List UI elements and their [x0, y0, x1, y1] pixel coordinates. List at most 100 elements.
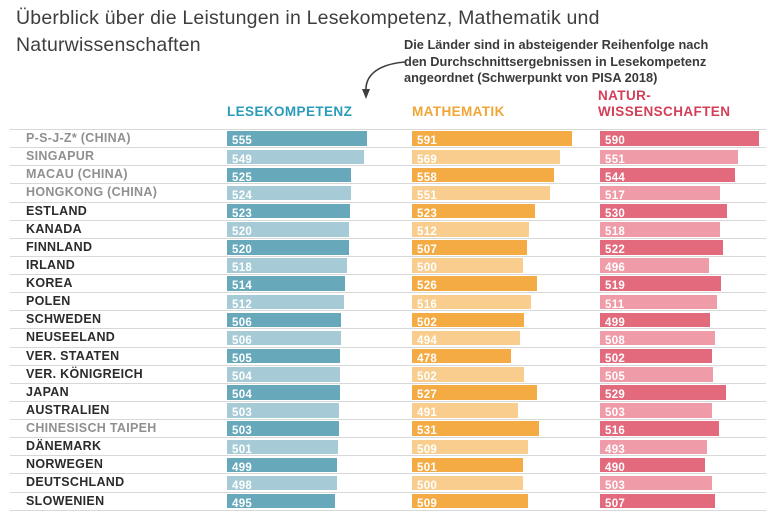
math-value: 531 [417, 425, 438, 438]
reading-bar: 501 [227, 439, 339, 456]
reading-value: 520 [232, 226, 253, 239]
table-row: HONGKONG (CHINA) 524 551 517 [10, 183, 766, 202]
math-bar: 509 [412, 493, 528, 510]
science-value: 517 [605, 189, 626, 202]
reading-value: 498 [232, 479, 253, 492]
math-bar: 516 [412, 294, 532, 311]
country-label: AUSTRALIEN [26, 402, 110, 417]
math-bar: 500 [412, 258, 523, 274]
page-title: Überblick über die Leistungen in Lesekom… [16, 7, 600, 56]
table-row: SLOWENIEN 495 509 507 [10, 491, 766, 510]
annotation-arrow-icon [350, 54, 408, 106]
science-bar: 544 [600, 167, 735, 184]
science-value: 505 [605, 371, 626, 384]
table-row: DEUTSCHLAND 498 500 503 [10, 473, 766, 492]
reading-value: 512 [232, 298, 253, 311]
math-bar: 527 [412, 385, 538, 402]
reading-value: 506 [232, 334, 253, 347]
column-header-reading: LESEKOMPETENZ [227, 104, 353, 119]
reading-bar: 520 [227, 240, 349, 257]
science-bar: 503 [600, 403, 713, 420]
country-label: ESTLAND [26, 203, 88, 218]
table-row: POLEN 512 516 511 [10, 292, 766, 311]
country-label: KOREA [26, 276, 73, 290]
science-bar: 551 [600, 149, 739, 166]
science-bar: 530 [600, 203, 727, 220]
math-value: 512 [417, 226, 438, 239]
science-value: 590 [605, 135, 626, 148]
reading-bar: 505 [227, 348, 341, 365]
science-bar: 508 [600, 330, 715, 347]
reading-value: 520 [232, 244, 253, 257]
science-value: 490 [605, 461, 626, 474]
science-value: 503 [605, 407, 626, 420]
reading-value: 549 [232, 153, 253, 166]
science-bar: 590 [600, 131, 760, 148]
science-value: 499 [605, 316, 626, 329]
science-value: 516 [605, 425, 626, 438]
science-value: 544 [605, 171, 626, 184]
reading-value: 504 [232, 389, 253, 402]
reading-value: 524 [232, 189, 253, 202]
science-value: 518 [605, 226, 626, 239]
country-label: DÄNEMARK [26, 439, 102, 454]
table-row: SCHWEDEN 506 502 499 [10, 310, 766, 329]
reading-value: 514 [232, 280, 253, 293]
math-bar: 569 [412, 149, 560, 166]
math-value: 500 [417, 479, 438, 492]
table-row: P-S-J-Z* (CHINA) 555 591 590 [10, 129, 766, 147]
country-label: IRLAND [26, 257, 76, 272]
math-value: 509 [417, 497, 438, 510]
reading-bar: 504 [227, 367, 340, 383]
country-label: NEUSEELAND [26, 330, 116, 345]
science-bar: 511 [600, 294, 717, 311]
math-bar: 501 [412, 457, 524, 474]
table-row: KANADA 520 512 518 [10, 219, 766, 239]
math-value: 491 [417, 407, 438, 420]
math-bar: 478 [412, 348, 511, 365]
math-bar: 502 [412, 312, 524, 329]
reading-bar: 520 [227, 222, 349, 239]
math-value: 591 [417, 135, 438, 148]
country-label: SCHWEDEN [26, 312, 102, 327]
table-row: JAPAN 504 527 529 [10, 382, 766, 402]
table-row: SINGAPUR 549 569 551 [10, 147, 766, 166]
sort-note-line-1: Die Länder sind in absteigender Reihenfo… [404, 37, 709, 52]
table-row: VER. STAATEN 505 478 502 [10, 346, 766, 365]
math-value: 526 [417, 280, 438, 293]
reading-bar: 503 [227, 421, 340, 437]
table-row: NEUSEELAND 506 494 508 [10, 328, 766, 347]
country-label: SLOWENIEN [26, 493, 105, 508]
math-value: 502 [417, 371, 438, 384]
science-value: 530 [605, 207, 626, 220]
science-bar: 516 [600, 421, 720, 438]
science-value: 529 [605, 389, 626, 402]
math-value: 507 [417, 244, 438, 257]
science-value: 508 [605, 334, 626, 347]
math-value: 523 [417, 207, 438, 220]
science-value: 503 [605, 479, 626, 492]
reading-bar: 495 [227, 493, 335, 510]
table-row: NORWEGEN 499 501 490 [10, 455, 766, 474]
country-label: P-S-J-Z* (CHINA) [26, 131, 131, 145]
science-value: 511 [605, 298, 625, 311]
country-label: DEUTSCHLAND [26, 475, 125, 490]
sort-note-line-2: den Durchschnittsergebnissen in Lesekomp… [404, 53, 707, 69]
science-bar: 519 [600, 276, 721, 292]
country-label: VER. KÖNIGREICH [26, 366, 144, 381]
reading-value: 523 [232, 207, 253, 220]
table-row: VER. KÖNIGREICH 504 502 505 [10, 364, 766, 384]
reading-bar: 506 [227, 312, 341, 329]
math-bar: 502 [412, 367, 524, 384]
table-row: MACAU (CHINA) 525 558 544 [10, 165, 766, 184]
science-bar: 502 [600, 348, 712, 365]
math-value: 558 [417, 171, 438, 184]
math-bar: 491 [412, 403, 518, 420]
reading-bar: 518 [227, 258, 348, 274]
science-bar: 493 [600, 439, 707, 456]
math-value: 527 [417, 389, 438, 402]
table-row: AUSTRALIEN 503 491 503 [10, 400, 766, 420]
math-bar: 551 [412, 185, 551, 202]
reading-bar: 514 [227, 276, 346, 293]
math-value: 551 [417, 189, 438, 202]
